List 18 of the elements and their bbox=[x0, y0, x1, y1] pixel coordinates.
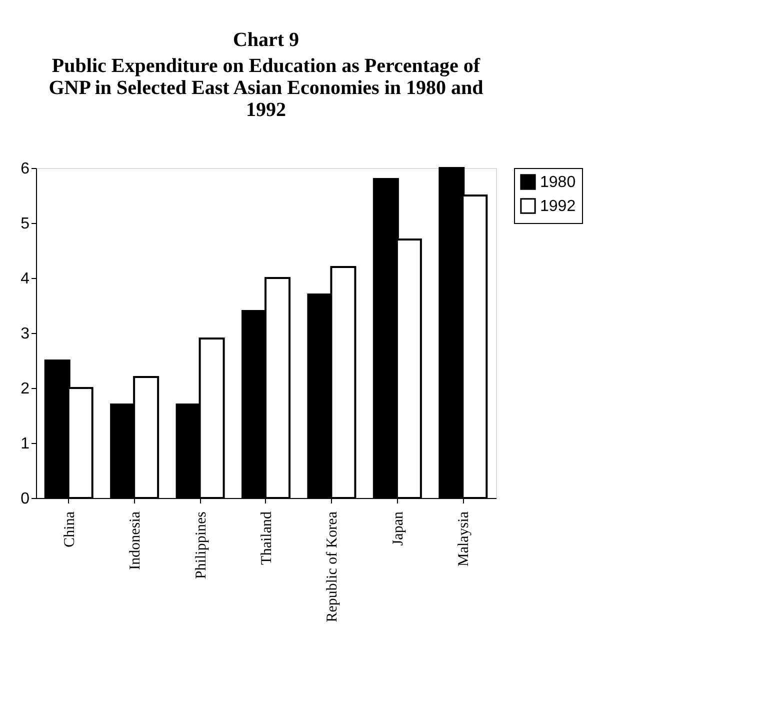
x-tick-label: Thailand bbox=[259, 511, 275, 565]
legend-label: 1980 bbox=[540, 174, 576, 191]
y-tick-label: 3 bbox=[20, 326, 30, 342]
y-tick-label: 1 bbox=[20, 436, 30, 452]
y-tick-label: 5 bbox=[20, 216, 30, 232]
y-tick-label: 0 bbox=[20, 490, 30, 508]
x-tick-label: China bbox=[62, 511, 78, 548]
x-tick-label: Japan bbox=[390, 511, 406, 546]
y-tick-label: 4 bbox=[20, 270, 30, 288]
legend-label: 1992 bbox=[540, 198, 576, 215]
x-tick-label: Philippines bbox=[193, 511, 210, 580]
x-tick-label: Republic of Korea bbox=[324, 511, 341, 622]
x-tick-label: Indonesia bbox=[128, 511, 144, 570]
chart-title: Chart 9 bbox=[232, 29, 300, 51]
y-tick-label: 2 bbox=[20, 380, 30, 398]
y-tick-label: 6 bbox=[20, 160, 30, 178]
x-tick-label: Malaysia bbox=[456, 511, 472, 566]
chart-subtitle: Public Expenditure on Education as Percentage of GNP in Selected East Asian Economies in 1980 and 1992 bbox=[48, 55, 484, 121]
